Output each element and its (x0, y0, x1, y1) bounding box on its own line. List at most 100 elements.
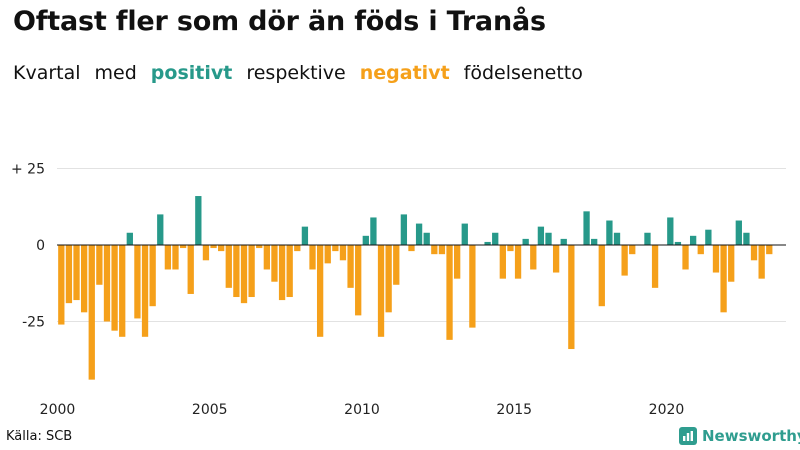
bar (537, 226, 545, 245)
bar (621, 245, 628, 276)
chart-title: Oftast fler som dör än föds i Tranås (13, 6, 546, 37)
bar (347, 245, 354, 288)
x-tick-label: 2010 (344, 402, 380, 418)
x-tick-label: 2000 (40, 402, 76, 418)
bar (355, 245, 362, 316)
bar (195, 196, 202, 245)
bar (339, 245, 347, 261)
bar (705, 229, 712, 245)
grid-lines (57, 168, 786, 322)
bars (58, 196, 773, 380)
bar (750, 245, 758, 261)
brand-logo: Newsworthy (679, 425, 800, 447)
bar (423, 232, 430, 245)
bar (370, 217, 377, 245)
subtitle-positive-word: positivt (150, 62, 233, 84)
bar (530, 245, 537, 270)
source-note: Källa: SCB (6, 429, 73, 444)
bar (294, 245, 301, 252)
bar (149, 245, 156, 307)
bar (286, 245, 293, 298)
bar (728, 245, 735, 282)
bar (256, 245, 263, 249)
bar (134, 245, 141, 319)
bar (240, 245, 248, 304)
bar (141, 245, 149, 337)
bar (164, 245, 172, 270)
bar (393, 245, 400, 285)
bar (484, 241, 491, 245)
bar (766, 245, 773, 255)
bar (157, 214, 164, 245)
bar (651, 245, 659, 288)
bar (568, 245, 575, 350)
bar (522, 238, 529, 245)
bar (431, 245, 438, 255)
bar (682, 245, 689, 270)
bar (499, 245, 506, 279)
bar (263, 245, 270, 270)
y-tick-label: -25 (22, 315, 45, 331)
bar (507, 245, 514, 252)
bar (65, 245, 73, 304)
bar (119, 245, 126, 337)
subtitle-negative-word: negativt (359, 62, 450, 84)
bar (545, 232, 552, 245)
bar (80, 245, 88, 313)
subtitle-word: Kvartal (13, 62, 81, 84)
y-tick-label: 0 (36, 238, 45, 254)
bar (408, 245, 415, 252)
bar (248, 245, 255, 298)
bar (324, 245, 331, 264)
bar (758, 245, 765, 279)
bar (96, 245, 103, 285)
bar (492, 232, 499, 245)
brand-name: Newsworthy (702, 427, 800, 445)
bar (446, 245, 453, 340)
bar (629, 245, 636, 255)
bar (332, 245, 339, 252)
x-tick-label: 2005 (192, 402, 228, 418)
x-tick-label: 2020 (649, 402, 685, 418)
bar (591, 238, 598, 245)
bar (438, 245, 446, 255)
bar (598, 245, 605, 307)
bar (187, 245, 194, 294)
bar (454, 245, 461, 279)
bar (461, 223, 468, 245)
bar (172, 245, 179, 270)
subtitle-word: med (94, 62, 137, 84)
bar (667, 217, 674, 245)
bar (202, 245, 210, 261)
bar (309, 245, 316, 270)
bar (583, 211, 590, 245)
bar (560, 238, 567, 245)
bar (644, 232, 651, 245)
bar (400, 214, 408, 245)
bar (514, 245, 522, 279)
bar (126, 232, 133, 245)
y-axis-ticks: + 25 0 -25 (11, 162, 45, 331)
chart-subtitle: Kvartal med positivt respektive negativt föde… (13, 62, 597, 84)
newsworthy-logo-icon (679, 427, 697, 445)
bar (377, 245, 385, 337)
bar (720, 245, 727, 313)
bar (415, 223, 423, 245)
bar (58, 245, 65, 325)
bar (743, 232, 750, 245)
bar (301, 226, 309, 245)
bar (103, 245, 111, 322)
bar (712, 245, 720, 273)
bar (552, 245, 560, 273)
x-tick-label: 2015 (496, 402, 532, 418)
bar (362, 235, 369, 245)
bar (735, 220, 742, 245)
bar (606, 220, 613, 245)
bar (689, 235, 697, 245)
x-axis-ticks: 2000 2005 2010 2015 2020 (40, 402, 685, 418)
bar (73, 245, 80, 301)
bar (271, 245, 278, 282)
bar (218, 245, 225, 252)
bar (210, 245, 217, 249)
